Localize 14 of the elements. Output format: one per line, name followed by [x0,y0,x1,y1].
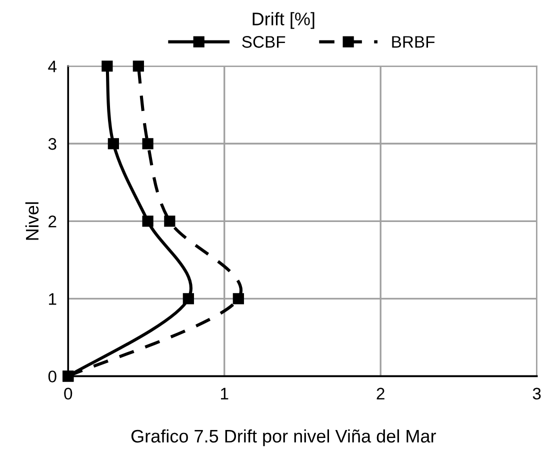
y-tick-label: 4 [48,60,57,72]
y-tick-label: 2 [48,216,56,228]
y-tick-label: 0 [48,370,56,382]
text: Grafico 7.5 Drift por nivel Viña del Mar [131,429,436,446]
legend-label: SCBF [242,36,286,48]
legend-label: BRBF [392,36,435,48]
x-tick-label: 2 [376,388,384,400]
y-tick-label: 1 [49,293,56,305]
x-tick-label: 1 [220,388,228,400]
y-tick-label: 3 [48,138,56,150]
y-axis-title: Nivel [25,202,39,240]
chart-title: Drift [%] [252,12,314,29]
x-tick-label: 3 [532,388,541,400]
x-tick-label: 0 [64,388,72,400]
